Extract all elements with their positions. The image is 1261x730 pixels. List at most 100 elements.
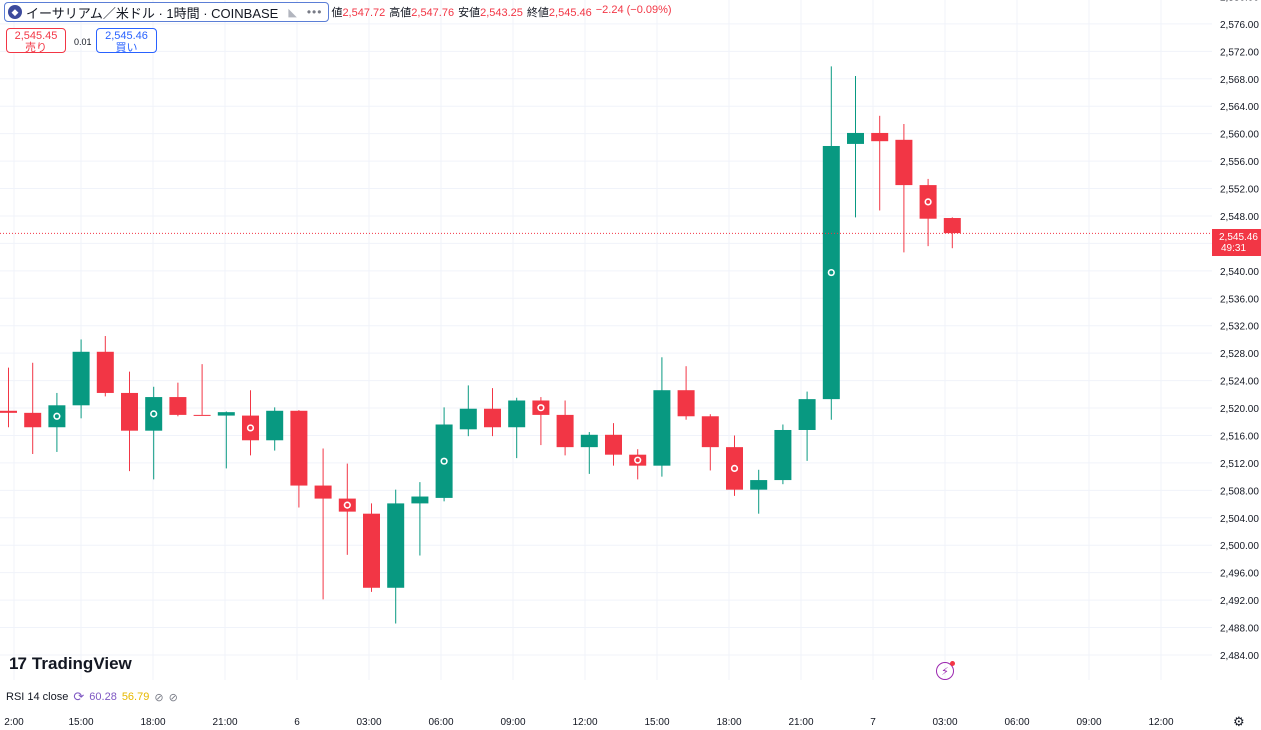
price-tick-label: 2,484.00 xyxy=(1220,651,1259,662)
candle-body xyxy=(363,513,380,588)
time-tick-label: 21:00 xyxy=(212,717,237,728)
candle[interactable] xyxy=(24,362,42,455)
candle[interactable] xyxy=(822,66,840,420)
low-value: 2,543.25 xyxy=(480,7,523,19)
candle-body xyxy=(290,410,308,486)
candle[interactable] xyxy=(169,382,187,417)
event-marker-dot xyxy=(538,405,543,410)
candle[interactable] xyxy=(411,482,429,556)
candle[interactable] xyxy=(677,366,695,420)
spread-value: 0.01 xyxy=(74,37,92,47)
candle[interactable] xyxy=(0,367,17,428)
candle[interactable] xyxy=(508,397,526,459)
candle-body xyxy=(871,132,889,142)
candle[interactable] xyxy=(629,449,647,480)
price-axis[interactable]: 2,484.00 2,488.00 2,492.00 2,496.00 2,500.00… xyxy=(1220,0,1259,662)
candle[interactable] xyxy=(242,390,259,456)
candle-body xyxy=(266,410,284,441)
price-tick-label: 2,568.00 xyxy=(1220,75,1259,86)
rsi-legend[interactable]: RSI 14 close ⟳ 60.28 56.79 ⊘ ⊘ xyxy=(6,689,178,705)
candle[interactable] xyxy=(193,364,211,416)
candle-body xyxy=(411,496,429,504)
candle[interactable] xyxy=(290,410,308,508)
price-tick-label: 2,572.00 xyxy=(1220,47,1259,58)
candle[interactable] xyxy=(750,469,768,514)
candle-body xyxy=(193,414,211,416)
candle-body xyxy=(774,429,792,481)
candle-body xyxy=(484,408,501,428)
time-axis[interactable]: 2:00 15:00 18:00 21:00 6 03:00 06:00 09:00 12:00… xyxy=(4,717,1174,728)
time-tick-label: 7 xyxy=(870,717,876,728)
bar-countdown: 49:31 xyxy=(1221,243,1246,254)
event-marker-dot xyxy=(635,458,640,463)
flag-icon[interactable]: ◣ xyxy=(288,6,297,19)
candle[interactable] xyxy=(726,435,743,496)
candle[interactable] xyxy=(314,448,332,600)
candle[interactable] xyxy=(871,115,889,211)
candle-body xyxy=(508,400,526,428)
tradingview-logo[interactable]: 17 TradingView xyxy=(9,654,132,674)
candle[interactable] xyxy=(580,432,598,474)
candle[interactable] xyxy=(387,489,405,624)
candle[interactable] xyxy=(217,411,235,469)
candle[interactable] xyxy=(72,339,90,419)
candle[interactable] xyxy=(653,357,671,477)
ohlc-legend: 値2,547.72 高値2,547.76 安値2,543.25 終値2,545.… xyxy=(331,4,671,20)
candle[interactable] xyxy=(338,463,356,555)
buy-button[interactable]: 2,545.46 買い xyxy=(96,28,157,54)
candle[interactable] xyxy=(48,392,66,452)
sell-button[interactable]: 2,545.45 売り xyxy=(6,28,66,54)
candle[interactable] xyxy=(895,124,913,253)
current-price-label: 2,545.46 xyxy=(1219,232,1258,243)
close-label: 終値 xyxy=(526,7,549,19)
candle[interactable] xyxy=(266,407,284,451)
candle-body xyxy=(798,399,816,430)
candle[interactable] xyxy=(363,503,380,592)
candle-body xyxy=(847,132,864,144)
time-tick-label: 18:00 xyxy=(716,717,741,728)
candles[interactable] xyxy=(0,66,961,624)
candle[interactable] xyxy=(847,76,864,218)
symbol-search-box[interactable]: ◆ イーサリアム／米ドル · 1時間 · COINBASE ◣ ••• xyxy=(4,2,330,22)
rsi-value: 60.28 xyxy=(89,691,117,703)
candle[interactable] xyxy=(798,391,816,461)
event-marker-dot xyxy=(829,270,834,275)
candle-body xyxy=(169,397,187,415)
ethereum-icon: ◆ xyxy=(8,5,22,19)
lightning-icon[interactable]: ⚡ xyxy=(936,661,955,680)
more-icon[interactable]: ••• xyxy=(306,5,323,19)
price-tick-label: 2,524.00 xyxy=(1220,377,1259,388)
candle[interactable] xyxy=(556,400,574,456)
price-tick-label: 2,552.00 xyxy=(1220,185,1259,196)
price-tick-label: 2,576.00 xyxy=(1220,20,1259,31)
candle[interactable] xyxy=(435,407,453,502)
candle[interactable] xyxy=(943,217,961,249)
candle[interactable] xyxy=(459,385,477,437)
candle[interactable] xyxy=(532,397,550,446)
price-tick-label: 2,528.00 xyxy=(1220,349,1259,360)
candle[interactable] xyxy=(96,336,114,397)
candle[interactable] xyxy=(774,424,792,485)
candle[interactable] xyxy=(919,178,937,247)
price-tick-label: 2,504.00 xyxy=(1220,514,1259,525)
time-tick-label: 09:00 xyxy=(500,717,525,728)
candle[interactable] xyxy=(121,371,138,472)
event-marker-dot xyxy=(151,411,156,416)
candle[interactable] xyxy=(484,388,501,437)
event-marker-dot xyxy=(926,199,931,204)
chart-header: ◆ イーサリアム／米ドル · 1時間 · COINBASE ◣ ••• 値2,5… xyxy=(4,2,672,22)
close-value: 2,545.46 xyxy=(548,7,592,19)
candle[interactable] xyxy=(605,423,622,466)
price-tick-label: 2,512.00 xyxy=(1220,459,1259,470)
candle[interactable] xyxy=(145,386,163,480)
buy-label: 買い xyxy=(115,42,138,54)
sell-price: 2,545.45 xyxy=(14,30,58,42)
price-tick-label: 2,516.00 xyxy=(1220,431,1259,442)
event-marker-dot xyxy=(345,503,350,508)
price-tick-label: 2,536.00 xyxy=(1220,294,1259,305)
settings-gear-icon[interactable]: ⚙ xyxy=(1233,714,1245,729)
hidden-icon-2[interactable]: ⊘ xyxy=(168,691,178,704)
candle[interactable] xyxy=(701,414,719,471)
hidden-icon[interactable]: ⊘ xyxy=(154,691,164,704)
